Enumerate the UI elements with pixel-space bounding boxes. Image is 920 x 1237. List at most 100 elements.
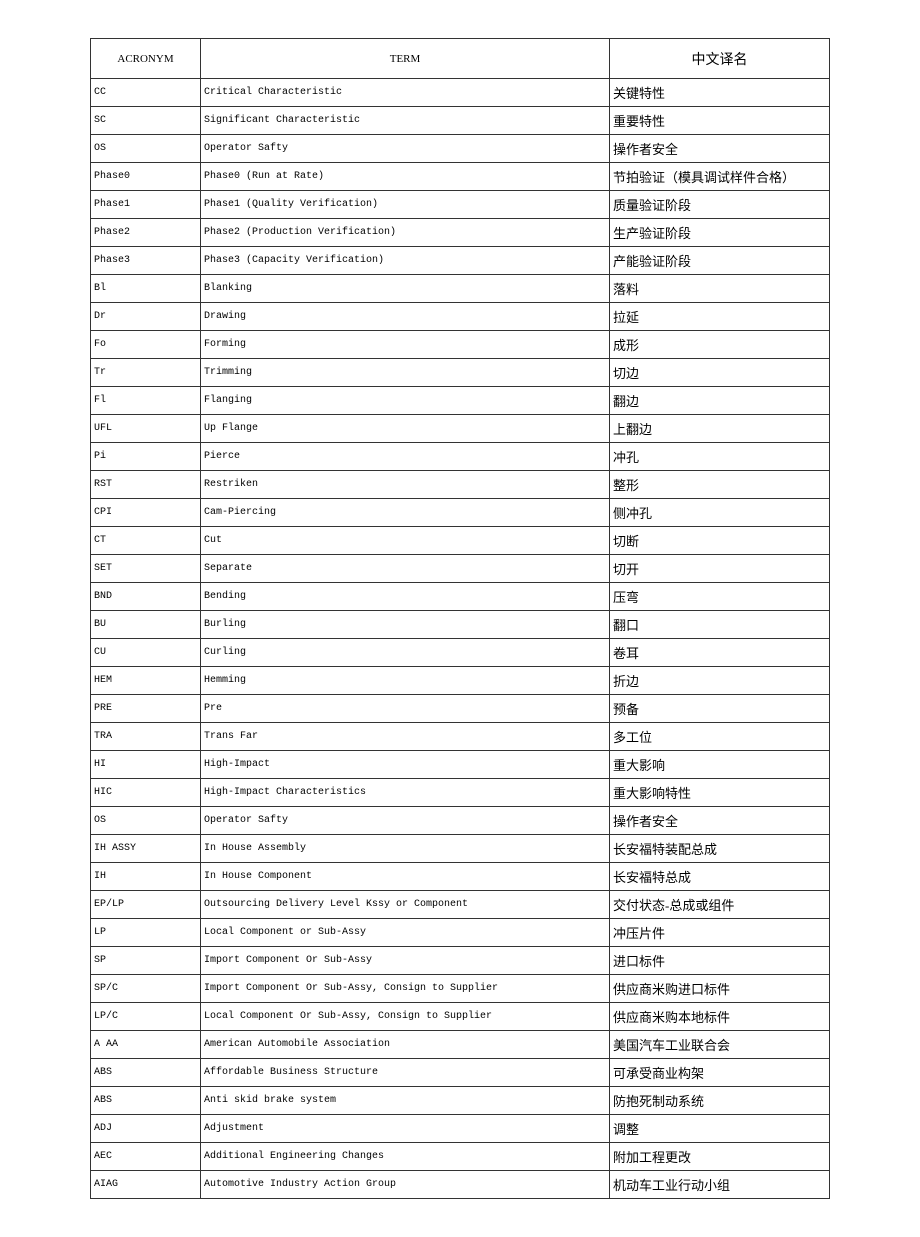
cell-acronym: Phase0 (91, 163, 201, 191)
cell-chinese: 关键特性 (610, 79, 830, 107)
cell-acronym: PRE (91, 695, 201, 723)
cell-term: Import Component Or Sub-Assy, Consign to… (201, 975, 610, 1003)
cell-acronym: CPI (91, 499, 201, 527)
table-row: CPICam-Piercing侧冲孔 (91, 499, 830, 527)
table-row: TRATrans Far多工位 (91, 723, 830, 751)
cell-term: Flanging (201, 387, 610, 415)
header-acronym: ACRONYM (91, 39, 201, 79)
cell-acronym: HIC (91, 779, 201, 807)
cell-chinese: 折边 (610, 667, 830, 695)
cell-term: Forming (201, 331, 610, 359)
cell-acronym: Fl (91, 387, 201, 415)
cell-acronym: Phase1 (91, 191, 201, 219)
cell-term: Phase2 (Production Verification) (201, 219, 610, 247)
cell-chinese: 冲压片件 (610, 919, 830, 947)
cell-term: Cam-Piercing (201, 499, 610, 527)
cell-acronym: IH ASSY (91, 835, 201, 863)
cell-acronym: SET (91, 555, 201, 583)
cell-chinese: 翻口 (610, 611, 830, 639)
cell-acronym: HEM (91, 667, 201, 695)
header-chinese: 中文译名 (610, 39, 830, 79)
table-row: ADJAdjustment调整 (91, 1115, 830, 1143)
cell-chinese: 供应商米购进口标件 (610, 975, 830, 1003)
cell-term: Cut (201, 527, 610, 555)
cell-chinese: 操作者安全 (610, 807, 830, 835)
table-row: PiPierce冲孔 (91, 443, 830, 471)
cell-chinese: 多工位 (610, 723, 830, 751)
header-term: TERM (201, 39, 610, 79)
cell-term: Operator Safty (201, 135, 610, 163)
cell-acronym: HI (91, 751, 201, 779)
cell-chinese: 冲孔 (610, 443, 830, 471)
cell-chinese: 产能验证阶段 (610, 247, 830, 275)
cell-term: American Automobile Association (201, 1031, 610, 1059)
cell-acronym: CC (91, 79, 201, 107)
cell-acronym: LP/C (91, 1003, 201, 1031)
cell-acronym: BU (91, 611, 201, 639)
cell-chinese: 成形 (610, 331, 830, 359)
cell-chinese: 交付状态-总成或组件 (610, 891, 830, 919)
cell-chinese: 压弯 (610, 583, 830, 611)
cell-acronym: Fo (91, 331, 201, 359)
table-row: FoForming成形 (91, 331, 830, 359)
table-row: RSTRestriken整形 (91, 471, 830, 499)
cell-acronym: Tr (91, 359, 201, 387)
cell-chinese: 长安福特装配总成 (610, 835, 830, 863)
cell-chinese: 美国汽车工业联合会 (610, 1031, 830, 1059)
table-row: AIAGAutomotive Industry Action Group机动车工… (91, 1171, 830, 1199)
cell-acronym: BND (91, 583, 201, 611)
cell-term: Operator Safty (201, 807, 610, 835)
cell-term: Phase0 (Run at Rate) (201, 163, 610, 191)
table-row: FlFlanging翻边 (91, 387, 830, 415)
table-row: PREPre预备 (91, 695, 830, 723)
cell-term: Pre (201, 695, 610, 723)
table-row: SCSignificant Characteristic重要特性 (91, 107, 830, 135)
cell-acronym: UFL (91, 415, 201, 443)
cell-acronym: A AA (91, 1031, 201, 1059)
cell-chinese: 整形 (610, 471, 830, 499)
table-row: HEMHemming折边 (91, 667, 830, 695)
table-row: Phase2Phase2 (Production Verification)生产… (91, 219, 830, 247)
cell-acronym: Phase3 (91, 247, 201, 275)
cell-chinese: 供应商米购本地标件 (610, 1003, 830, 1031)
table-header: ACRONYM TERM 中文译名 (91, 39, 830, 79)
table-row: HICHigh-Impact Characteristics重大影响特性 (91, 779, 830, 807)
table-row: SPImport Component Or Sub-Assy进口标件 (91, 947, 830, 975)
cell-chinese: 翻边 (610, 387, 830, 415)
cell-term: Local Component Or Sub-Assy, Consign to … (201, 1003, 610, 1031)
cell-acronym: TRA (91, 723, 201, 751)
cell-chinese: 质量验证阶段 (610, 191, 830, 219)
table-row: AECAdditional Engineering Changes附加工程更改 (91, 1143, 830, 1171)
cell-term: Up Flange (201, 415, 610, 443)
cell-chinese: 落料 (610, 275, 830, 303)
cell-acronym: AIAG (91, 1171, 201, 1199)
cell-acronym: Bl (91, 275, 201, 303)
table-row: IHIn House Component长安福特总成 (91, 863, 830, 891)
table-row: ABSAnti skid brake system防抱死制动系统 (91, 1087, 830, 1115)
table-row: CUCurling卷耳 (91, 639, 830, 667)
cell-chinese: 切断 (610, 527, 830, 555)
cell-chinese: 侧冲孔 (610, 499, 830, 527)
cell-term: Adjustment (201, 1115, 610, 1143)
cell-acronym: SC (91, 107, 201, 135)
cell-acronym: Phase2 (91, 219, 201, 247)
table-row: Phase1Phase1 (Quality Verification)质量验证阶… (91, 191, 830, 219)
table-row: OSOperator Safty操作者安全 (91, 135, 830, 163)
cell-chinese: 重大影响特性 (610, 779, 830, 807)
cell-term: Significant Characteristic (201, 107, 610, 135)
cell-acronym: SP (91, 947, 201, 975)
cell-chinese: 上翻边 (610, 415, 830, 443)
cell-term: Outsourcing Delivery Level Kssy or Compo… (201, 891, 610, 919)
table-row: OSOperator Safty操作者安全 (91, 807, 830, 835)
table-row: SETSeparate切开 (91, 555, 830, 583)
cell-term: Anti skid brake system (201, 1087, 610, 1115)
table-row: Phase0Phase0 (Run at Rate)节拍验证（模具调试样件合格） (91, 163, 830, 191)
cell-chinese: 预备 (610, 695, 830, 723)
cell-term: Blanking (201, 275, 610, 303)
cell-acronym: OS (91, 807, 201, 835)
cell-acronym: ABS (91, 1087, 201, 1115)
table-row: Phase3Phase3 (Capacity Verification)产能验证… (91, 247, 830, 275)
cell-chinese: 重要特性 (610, 107, 830, 135)
cell-chinese: 机动车工业行动小组 (610, 1171, 830, 1199)
cell-chinese: 操作者安全 (610, 135, 830, 163)
